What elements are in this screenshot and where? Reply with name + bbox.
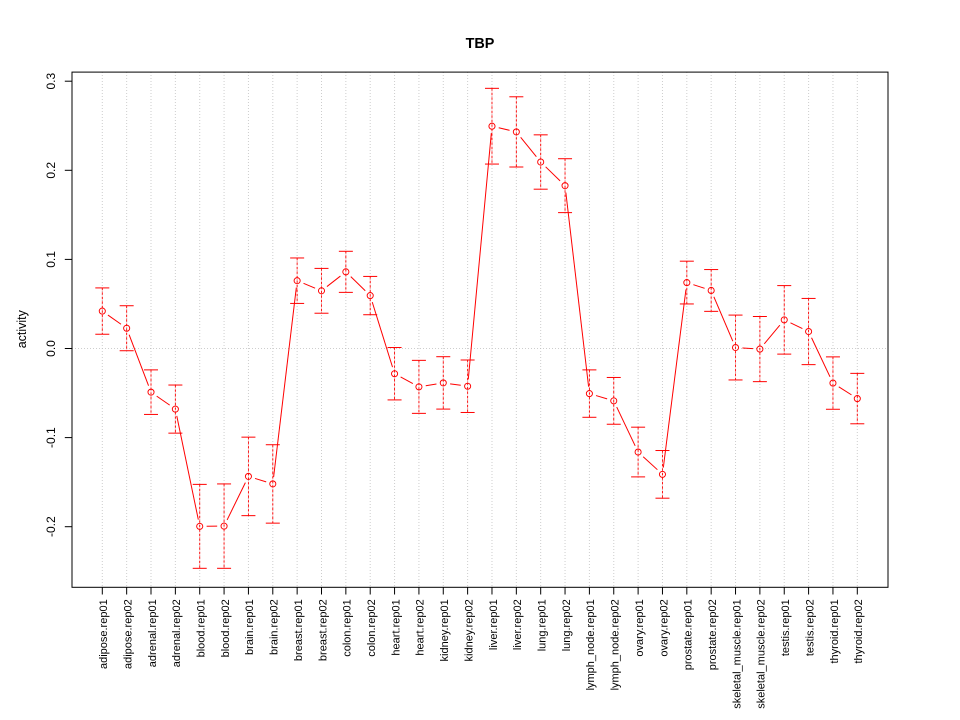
svg-text:adipose.rep01: adipose.rep01 xyxy=(98,599,110,669)
svg-text:colon.rep01: colon.rep01 xyxy=(342,599,354,657)
svg-text:thyroid.rep02: thyroid.rep02 xyxy=(853,599,865,663)
svg-text:testis.rep01: testis.rep01 xyxy=(780,599,792,656)
svg-text:0.3: 0.3 xyxy=(44,73,58,90)
svg-text:brain.rep01: brain.rep01 xyxy=(244,599,256,655)
svg-text:lymph_node.rep02: lymph_node.rep02 xyxy=(610,599,622,690)
svg-text:TBP: TBP xyxy=(466,36,495,52)
svg-text:adrenal.rep02: adrenal.rep02 xyxy=(171,599,183,667)
svg-text:adipose.rep02: adipose.rep02 xyxy=(122,599,134,669)
svg-text:breast.rep01: breast.rep01 xyxy=(293,599,305,661)
svg-text:liver.rep01: liver.rep01 xyxy=(488,599,500,650)
svg-text:activity: activity xyxy=(15,309,29,348)
svg-text:ovary.rep02: ovary.rep02 xyxy=(658,599,670,656)
svg-text:kidney.rep02: kidney.rep02 xyxy=(463,599,475,661)
svg-text:-0.2: -0.2 xyxy=(44,516,58,537)
svg-text:skeletal_muscle.rep02: skeletal_muscle.rep02 xyxy=(756,599,768,708)
svg-text:brain.rep02: brain.rep02 xyxy=(269,599,281,655)
svg-text:kidney.rep01: kidney.rep01 xyxy=(439,599,451,661)
svg-text:liver.rep02: liver.rep02 xyxy=(512,599,524,650)
svg-text:-0.1: -0.1 xyxy=(44,427,58,448)
svg-text:thyroid.rep01: thyroid.rep01 xyxy=(829,599,841,663)
svg-text:blood.rep02: blood.rep02 xyxy=(220,599,232,657)
svg-text:lymph_node.rep01: lymph_node.rep01 xyxy=(585,599,597,690)
svg-text:ovary.rep01: ovary.rep01 xyxy=(634,599,646,656)
svg-text:0.1: 0.1 xyxy=(44,251,58,268)
svg-text:0.0: 0.0 xyxy=(44,340,58,357)
svg-text:lung.rep01: lung.rep01 xyxy=(536,599,548,651)
svg-text:skeletal_muscle.rep01: skeletal_muscle.rep01 xyxy=(731,599,743,708)
svg-text:colon.rep02: colon.rep02 xyxy=(366,599,378,657)
svg-text:blood.rep01: blood.rep01 xyxy=(196,599,208,657)
svg-text:0.2: 0.2 xyxy=(44,162,58,179)
svg-text:heart.rep02: heart.rep02 xyxy=(415,599,427,655)
svg-text:heart.rep01: heart.rep01 xyxy=(390,599,402,655)
svg-text:prostate.rep01: prostate.rep01 xyxy=(683,599,695,670)
svg-text:lung.rep02: lung.rep02 xyxy=(561,599,573,651)
svg-text:prostate.rep02: prostate.rep02 xyxy=(707,599,719,670)
svg-text:adrenal.rep01: adrenal.rep01 xyxy=(147,599,159,667)
svg-text:breast.rep02: breast.rep02 xyxy=(317,599,329,661)
svg-text:testis.rep02: testis.rep02 xyxy=(804,599,816,656)
